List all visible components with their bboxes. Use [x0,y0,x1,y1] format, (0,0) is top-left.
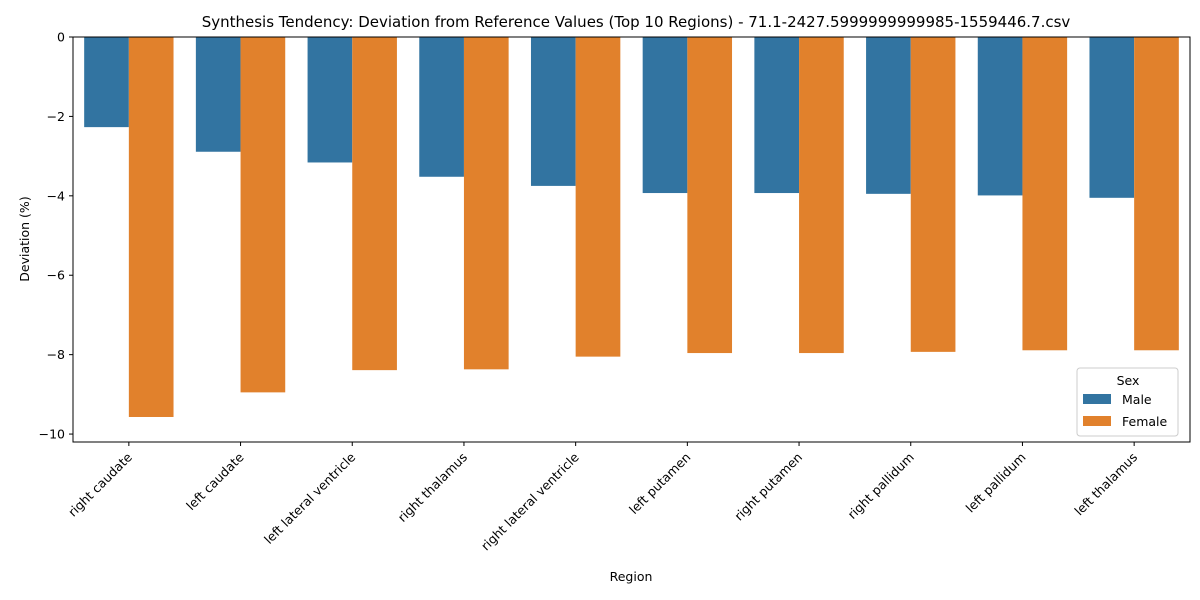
x-tick-label: left lateral ventricle [261,449,359,547]
bar-female-left-lateral-ventricle [352,37,397,371]
bar-male-left-caudate [195,37,241,152]
bar-male-right-pallidum [866,37,911,194]
legend-swatch-male [1083,394,1111,404]
x-axis: right caudate left caudate left lateral ve… [65,442,1140,553]
x-tick-label: left thalamus [1071,450,1140,519]
x-tick-label: left pallidum [963,450,1029,516]
bar-male-right-putamen [754,37,800,194]
x-tick-label: right putamen [731,450,805,524]
legend-swatch-female [1083,416,1111,426]
chart-title: Synthesis Tendency: Deviation from Refer… [202,13,1071,31]
bar-female-right-thalamus [463,37,509,370]
y-tick-label: −2 [47,109,65,124]
x-tick-label: left putamen [626,450,693,517]
y-tick-label: −10 [39,427,65,442]
y-tick-label: 0 [57,30,65,45]
bar-female-left-thalamus [1134,37,1179,351]
legend-label-male: Male [1122,392,1152,407]
bar-female-left-pallidum [1022,37,1068,351]
bar-male-left-lateral-ventricle [307,37,353,163]
bar-female-left-caudate [240,37,286,393]
bar-female-left-putamen [687,37,733,354]
x-tick-label: right caudate [65,449,135,519]
x-axis-title: Region [610,569,653,584]
legend-label-female: Female [1122,414,1168,429]
legend-title: Sex [1117,373,1140,388]
bar-female-right-lateral-ventricle [575,37,621,357]
plot-frame [72,36,1191,443]
y-tick-label: −6 [47,268,65,283]
bar-female-right-caudate [128,37,174,417]
x-tick-label: right lateral ventricle [478,449,582,553]
x-tick-label: right thalamus [395,450,470,525]
bar-male-right-lateral-ventricle [530,37,576,186]
x-tick-label: right pallidum [844,450,916,522]
bar-male-left-putamen [642,37,688,194]
bars-group [84,37,1179,417]
y-axis-title: Deviation (%) [17,196,32,281]
bar-female-right-putamen [799,37,844,354]
y-axis: 0 −2 −4 −6 −8 −10 [39,30,73,442]
bar-male-right-thalamus [419,37,464,177]
y-tick-label: −8 [47,347,65,362]
bar-female-right-pallidum [910,37,956,352]
legend: Sex Male Female [1076,367,1179,437]
bar-male-right-caudate [84,37,129,128]
bar-male-left-thalamus [1089,37,1135,198]
bar-male-left-pallidum [977,37,1023,196]
y-tick-label: −4 [47,188,65,203]
x-tick-label: left caudate [183,449,247,513]
